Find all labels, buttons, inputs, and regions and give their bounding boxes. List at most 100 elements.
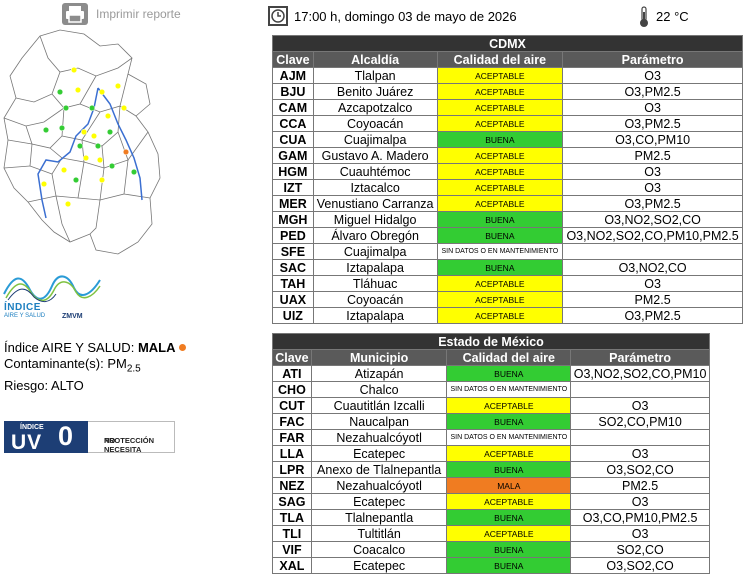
table-row: CHO Chalco SIN DATOS O EN MANTENIMIENTO	[272, 381, 710, 398]
air-quality-cell: ACEPTABLE	[436, 291, 564, 308]
cdmx-column-header: Calidad del aire	[436, 51, 564, 68]
table-row: BJU Benito Juárez ACEPTABLE O3,PM2.5	[272, 83, 743, 100]
station-code-cell: CAM	[272, 99, 314, 116]
station-name-cell: Venustiano Carranza	[312, 195, 438, 212]
table-row: UAX Coyoacán ACEPTABLE PM2.5	[272, 291, 743, 308]
air-quality-cell: ACEPTABLE	[446, 493, 572, 510]
table-row: LLA Ecatepec ACEPTABLE O3	[272, 445, 710, 462]
temperature-text: 22 °C	[656, 9, 689, 24]
parameter-cell: O3	[562, 67, 743, 84]
air-quality-cell: ACEPTABLE	[436, 147, 564, 164]
station-name-cell: Azcapotzalco	[312, 99, 438, 116]
air-quality-cell: SIN DATOS O EN MANTENIMIENTO	[436, 243, 564, 260]
table-row: TAH Tláhuac ACEPTABLE O3	[272, 275, 743, 292]
edomex-title: Estado de México	[272, 333, 710, 350]
indice-logo: ÍNDICE AIRE Y SALUD ZMVM	[2, 270, 102, 326]
air-quality-cell: BUENA	[446, 541, 572, 558]
table-row: ATI Atizapán BUENA O3,NO2,SO2,CO,PM10	[272, 365, 710, 382]
station-name-cell: Cuautitlán Izcalli	[310, 397, 448, 414]
table-row: IZT Iztacalco ACEPTABLE O3	[272, 179, 743, 196]
parameter-cell: O3,PM2.5	[562, 83, 743, 100]
table-row: VIF Coacalco BUENA SO2,CO	[272, 541, 710, 558]
cdmx-column-header: Alcaldía	[312, 51, 438, 68]
table-row: CCA Coyoacán ACEPTABLE O3,PM2.5	[272, 115, 743, 132]
station-code-cell: CCA	[272, 115, 314, 132]
station-name-cell: Coyoacán	[312, 291, 438, 308]
parameter-cell: PM2.5	[562, 147, 743, 164]
table-row: GAM Gustavo A. Madero ACEPTABLE PM2.5	[272, 147, 743, 164]
air-quality-cell: BUENA	[436, 211, 564, 228]
table-row: LPR Anexo de Tlalnepantla BUENA O3,SO2,CO	[272, 461, 710, 478]
uv-note: NO NECESITA PROTECCIÓN	[88, 421, 175, 454]
station-code-cell: AJM	[272, 67, 314, 84]
parameter-cell: PM2.5	[570, 477, 710, 494]
station-name-cell: Miguel Hidalgo	[312, 211, 438, 228]
station-name-cell: Ecatepec	[310, 557, 448, 574]
station-code-cell: CUA	[272, 131, 314, 148]
station-name-cell: Tultitlán	[310, 525, 448, 542]
air-quality-cell: BUENA	[446, 413, 572, 430]
air-quality-cell: BUENA	[446, 509, 572, 526]
table-row: MGH Miguel Hidalgo BUENA O3,NO2,SO2,CO	[272, 211, 743, 228]
uv-index-box: ÍNDICE UV 0 NO NECESITA PROTECCIÓN	[4, 421, 176, 454]
station-name-cell: Cuajimalpa	[312, 243, 438, 260]
table-row: CAM Azcapotzalco ACEPTABLE O3	[272, 99, 743, 116]
air-quality-cell: BUENA	[446, 557, 572, 574]
station-code-cell: HGM	[272, 163, 314, 180]
parameter-cell: O3,SO2,CO	[570, 557, 710, 574]
station-name-cell: Iztacalco	[312, 179, 438, 196]
table-row: FAC Naucalpan BUENA SO2,CO,PM10	[272, 413, 710, 430]
parameter-cell: O3	[570, 525, 710, 542]
logo-line3: ZMVM	[62, 313, 83, 320]
parameter-cell: O3,PM2.5	[562, 307, 743, 324]
station-code-cell: BJU	[272, 83, 314, 100]
station-name-cell: Álvaro Obregón	[312, 227, 438, 244]
air-quality-cell: BUENA	[436, 131, 564, 148]
parameter-cell: PM2.5	[562, 291, 743, 308]
station-code-cell: CUT	[272, 397, 312, 414]
station-code-cell: IZT	[272, 179, 314, 196]
station-name-cell: Iztapalapa	[312, 259, 438, 276]
air-quality-cell: ACEPTABLE	[436, 115, 564, 132]
air-quality-cell: BUENA	[446, 365, 572, 382]
air-quality-cell: ACEPTABLE	[436, 67, 564, 84]
station-name-cell: Naucalpan	[310, 413, 448, 430]
station-code-cell: CHO	[272, 381, 312, 398]
parameter-cell	[570, 429, 710, 446]
station-code-cell: TLI	[272, 525, 312, 542]
index-line: Índice AIRE Y SALUD: MALA	[4, 340, 264, 356]
parameter-cell: O3,NO2,CO	[562, 259, 743, 276]
station-name-cell: Coacalco	[310, 541, 448, 558]
uv-value: 0	[58, 421, 74, 451]
station-code-cell: FAC	[272, 413, 312, 430]
station-name-cell: Ecatepec	[310, 493, 448, 510]
print-report-label: Imprimir reporte	[96, 7, 181, 21]
table-row: XAL Ecatepec BUENA O3,SO2,CO	[272, 557, 710, 574]
station-code-cell: TLA	[272, 509, 312, 526]
air-quality-cell: ACEPTABLE	[436, 83, 564, 100]
index-dot-icon	[179, 344, 187, 351]
pollutant-main: PM	[107, 356, 127, 371]
air-quality-cell: ACEPTABLE	[436, 275, 564, 292]
air-quality-cell: ACEPTABLE	[446, 445, 572, 462]
cdmx-table: CDMX Clave Alcaldía Calidad del aire Paráme…	[272, 35, 743, 324]
parameter-cell: O3,SO2,CO	[570, 461, 710, 478]
station-code-cell: GAM	[272, 147, 314, 164]
station-name-cell: Nezahualcóyotl	[310, 429, 448, 446]
parameter-cell: O3,CO,PM10	[562, 131, 743, 148]
edomex-column-header: Parámetro	[570, 349, 710, 366]
station-name-cell: Tlalpan	[312, 67, 438, 84]
station-code-cell: SFE	[272, 243, 314, 260]
edomex-table: Estado de México Clave Municipio Calidad d…	[272, 333, 710, 574]
station-name-cell: Nezahualcóyotl	[310, 477, 448, 494]
cdmx-column-header: Clave	[272, 51, 314, 68]
print-report-button[interactable]: Imprimir reporte	[62, 2, 182, 26]
station-code-cell: SAG	[272, 493, 312, 510]
station-code-cell: MER	[272, 195, 314, 212]
stations-map	[3, 29, 161, 255]
parameter-cell: O3	[570, 445, 710, 462]
wave-logo-icon	[3, 275, 101, 302]
air-quality-cell: ACEPTABLE	[436, 179, 564, 196]
table-row: NEZ Nezahualcóyotl MALA PM2.5	[272, 477, 710, 494]
datetime-text: 17:00 h, domingo 03 de mayo de 2026	[294, 9, 517, 24]
